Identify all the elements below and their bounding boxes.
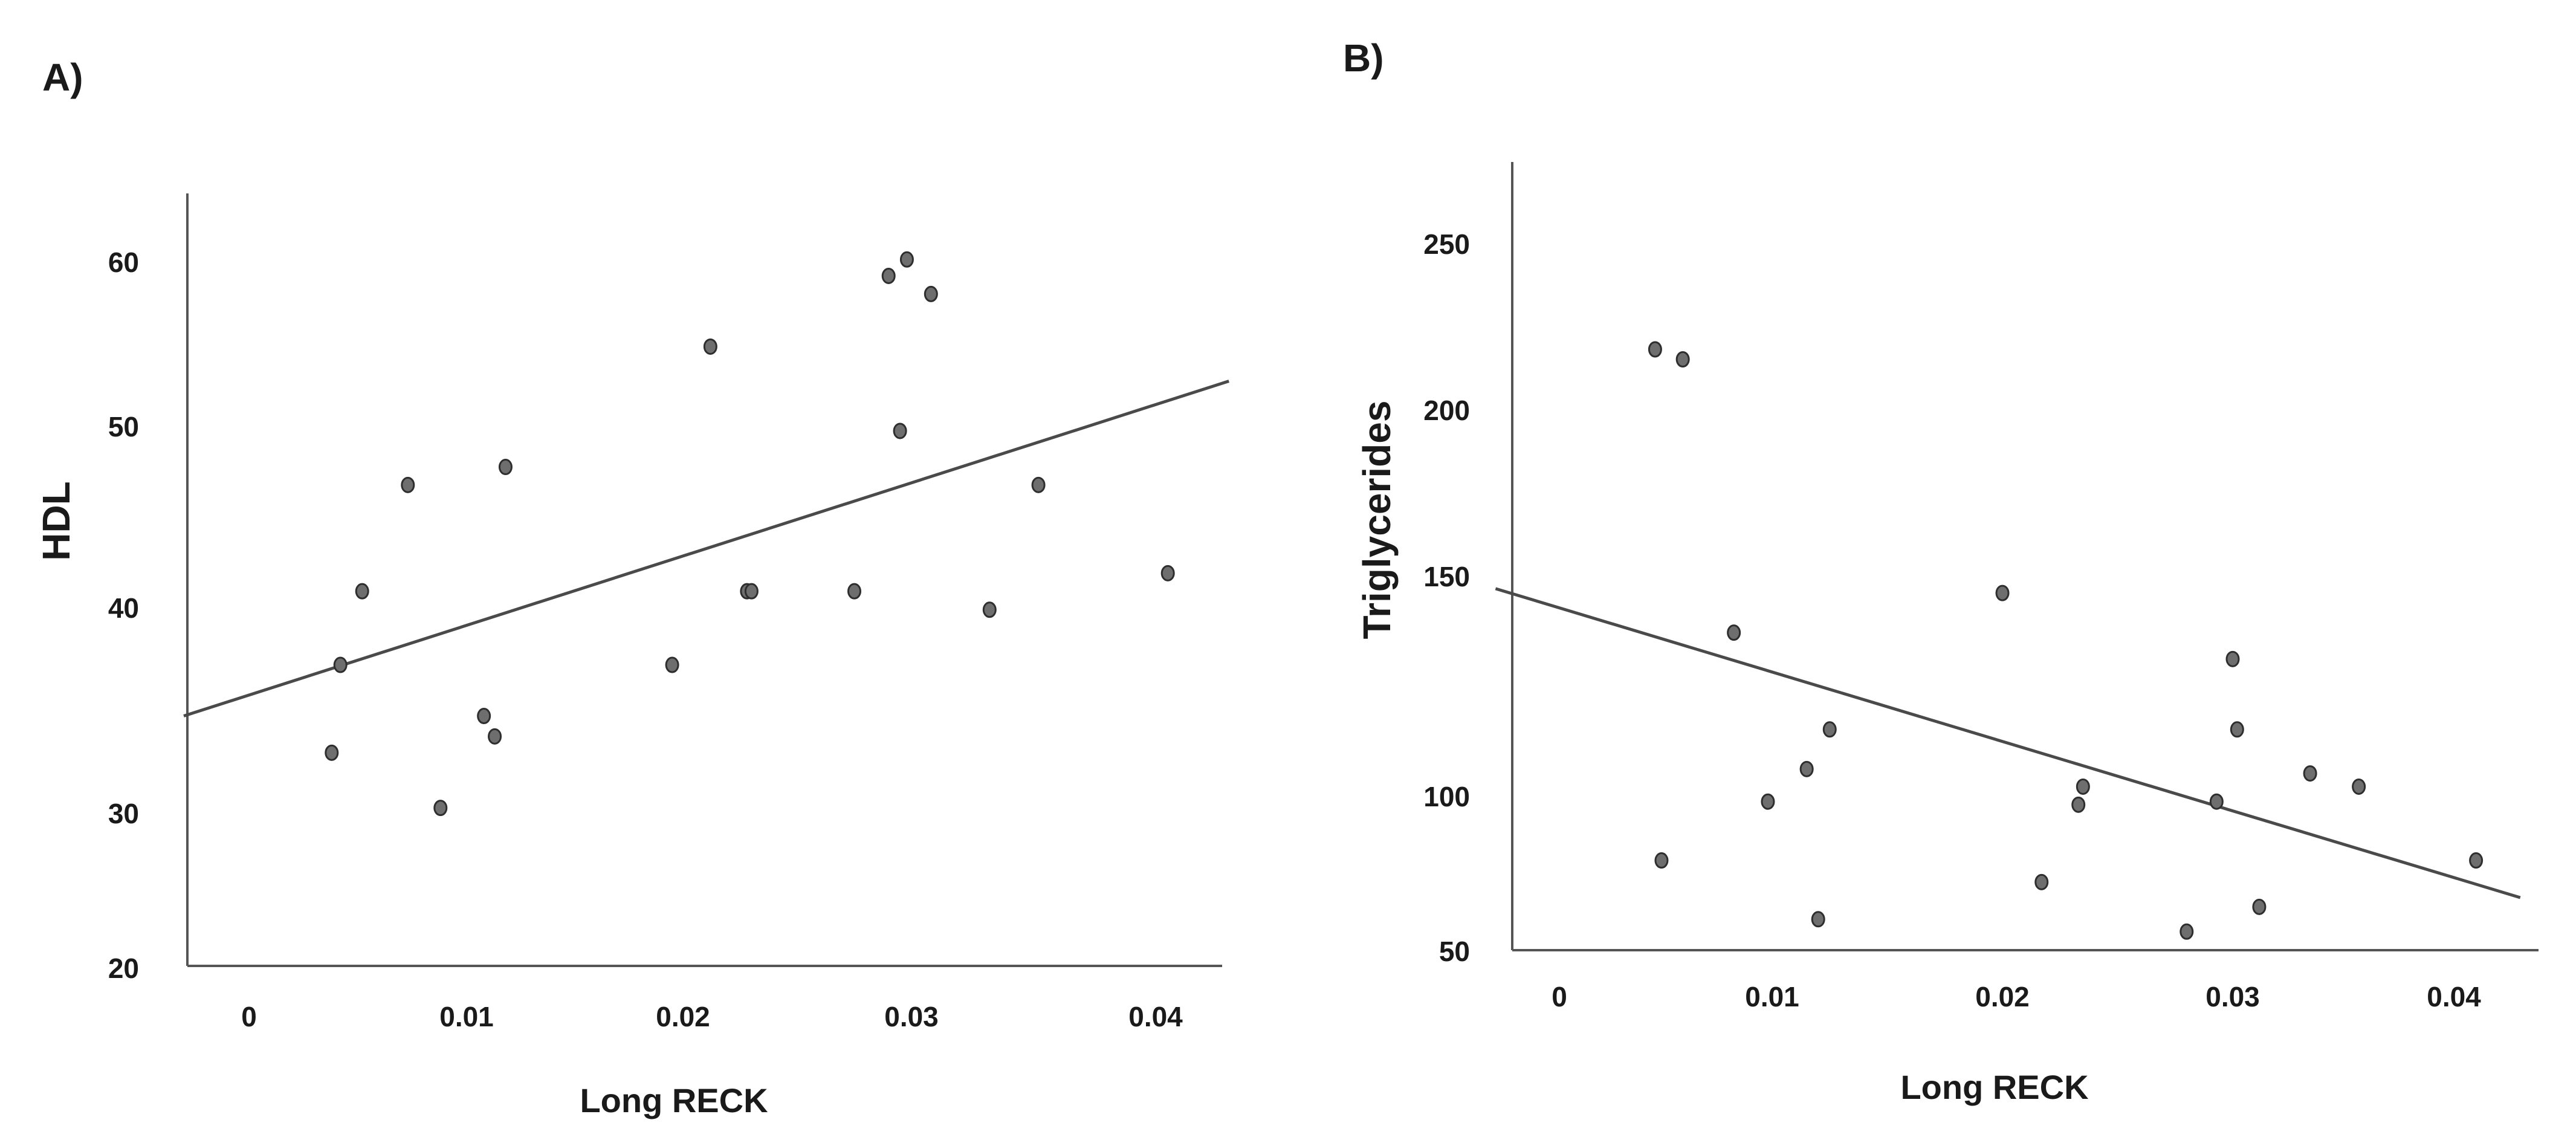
- panel-a-data-point: [498, 459, 513, 476]
- panel-b-data-point: [2225, 650, 2240, 667]
- panel-a-y-tick-label: 20: [108, 953, 139, 984]
- panel-b-y-tick-label: 250: [1423, 228, 1470, 260]
- panel-b-data-point: [1822, 721, 1837, 738]
- panel-a-y-tick-label: 60: [108, 247, 139, 278]
- panel-b-data-point: [1995, 584, 2010, 601]
- panel-b: B) 250 200 150 100 50 0 0.01 0.02 0.03 0…: [1343, 36, 2539, 1106]
- panel-b-data-point: [1761, 793, 1775, 810]
- panel-b-x-axis-label: Long RECK: [1900, 1068, 2088, 1106]
- panel-a-data-point: [433, 800, 448, 817]
- panel-a-y-tick-label: 50: [108, 411, 139, 442]
- panel-b-x-tick-labels: 0 0.01 0.02 0.03 0.04: [1552, 981, 2481, 1012]
- panel-a-x-tick-label: 0.02: [656, 1001, 710, 1032]
- panel-a-x-axis-label: Long RECK: [580, 1081, 768, 1119]
- panel-a-data-point: [982, 601, 997, 618]
- panel-a-data-point: [881, 267, 896, 284]
- panel-a: A) 60 50 40 30 20 0 0.01 0.02 0.03 0.04 …: [34, 56, 1229, 1119]
- panel-a-data-point: [847, 583, 861, 600]
- panel-a-y-tick-label: 30: [108, 798, 139, 829]
- panel-a-x-tick-label: 0: [241, 1001, 257, 1032]
- panel-b-y-tick-labels: 250 200 150 100 50: [1423, 228, 1470, 967]
- panel-b-data-point: [2303, 765, 2317, 782]
- panel-b-y-tick-label: 150: [1423, 561, 1470, 592]
- panel-a-x-tick-label: 0.01: [439, 1001, 494, 1032]
- panel-a-data-point: [924, 285, 938, 302]
- panel-b-y-axis-label: Triglycerides: [1355, 401, 1399, 639]
- panel-b-data-point: [1811, 911, 1825, 928]
- panel-a-data-point: [1160, 565, 1175, 581]
- panel-b-x-tick-label: 0: [1552, 981, 1567, 1012]
- panel-b-data-point: [2034, 873, 2049, 890]
- panel-a-y-tick-labels: 60 50 40 30 20: [108, 247, 139, 984]
- panel-b-x-tick-label: 0.01: [1745, 981, 1799, 1012]
- panel-a-label: A): [42, 56, 83, 99]
- panel-b-data-point: [2252, 898, 2267, 915]
- panel-a-data-marks: [183, 251, 1229, 817]
- panel-b-data-point: [1654, 852, 1669, 869]
- panel-a-data-point: [401, 476, 415, 493]
- panel-b-data-point: [1799, 760, 1814, 777]
- panel-b-data-point: [2209, 793, 2224, 810]
- panel-b-y-tick-label: 200: [1423, 395, 1470, 426]
- panel-b-data-marks: [1495, 341, 2521, 940]
- panel-a-y-tick-label: 40: [108, 592, 139, 624]
- panel-a-data-point: [1031, 476, 1046, 493]
- panel-b-x-tick-label: 0.04: [2427, 981, 2481, 1012]
- panel-b-data-point: [2352, 778, 2366, 795]
- panel-b-label: B): [1343, 36, 1384, 80]
- panel-b-data-point: [1648, 341, 1662, 358]
- panel-b-x-tick-label: 0.02: [1975, 981, 2030, 1012]
- panel-b-data-point: [1727, 624, 1741, 641]
- panel-b-data-point: [2180, 923, 2194, 940]
- panel-b-y-tick-label: 50: [1439, 936, 1470, 967]
- panel-b-data-point: [1675, 351, 1690, 368]
- panel-a-data-point: [665, 656, 679, 673]
- panel-a-x-tick-labels: 0 0.01 0.02 0.03 0.04: [241, 1001, 1183, 1032]
- panel-a-x-tick-label: 0.04: [1128, 1001, 1183, 1032]
- panel-a-y-axis-label: HDL: [34, 481, 78, 561]
- panel-b-data-point: [2071, 796, 2086, 813]
- panel-a-data-point: [744, 583, 759, 600]
- panel-a-x-tick-label: 0.03: [884, 1001, 939, 1032]
- panel-b-data-point: [2230, 721, 2244, 738]
- panel-a-data-point: [899, 251, 914, 268]
- panel-a-fit-line: [183, 380, 1229, 717]
- panel-a-data-point: [703, 338, 717, 355]
- panel-a-data-point: [333, 656, 348, 673]
- panel-b-data-point: [2076, 778, 2090, 795]
- panel-a-data-point: [488, 728, 502, 745]
- panel-b-y-tick-label: 100: [1423, 781, 1470, 812]
- panel-b-data-point: [2469, 852, 2484, 869]
- panel-a-data-point: [893, 423, 907, 439]
- panel-b-x-tick-label: 0.03: [2205, 981, 2260, 1012]
- panel-a-data-point: [477, 708, 491, 725]
- panel-b-fit-line: [1495, 587, 2521, 899]
- panel-a-data-point: [355, 583, 369, 600]
- panel-a-data-point: [325, 744, 339, 761]
